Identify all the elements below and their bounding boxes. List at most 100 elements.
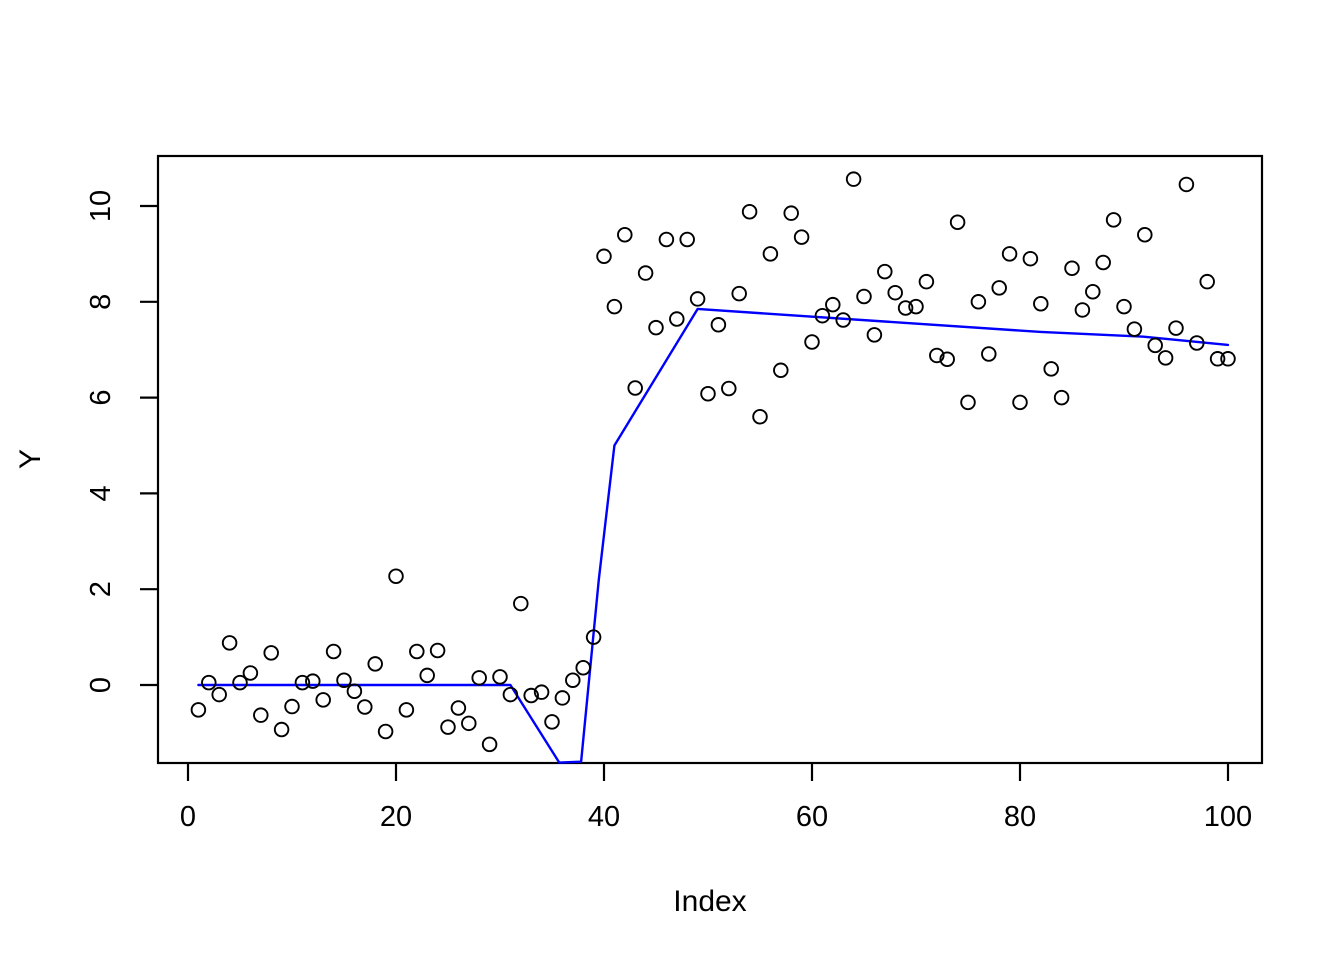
- x-tick-label: 80: [1004, 801, 1036, 833]
- data-point: [1074, 302, 1091, 318]
- data-point: [804, 334, 820, 350]
- data-point: [991, 280, 1007, 296]
- data-point: [1157, 350, 1174, 366]
- data-point: [596, 248, 612, 265]
- data-point: [1105, 212, 1122, 228]
- y-tick-label: 0: [85, 677, 117, 693]
- data-point: [783, 205, 799, 221]
- x-tick-label: 0: [180, 801, 196, 833]
- data-point: [1137, 226, 1153, 243]
- data-point: [1033, 295, 1049, 312]
- data-point: [1178, 176, 1195, 193]
- data-point: [357, 699, 373, 715]
- data-point: [887, 284, 903, 301]
- data-point: [1001, 246, 1018, 262]
- data-point: [1189, 335, 1205, 351]
- data-point: [1147, 337, 1163, 354]
- data-point: [679, 231, 695, 248]
- data-point: [253, 707, 269, 723]
- data-point: [825, 296, 841, 313]
- data-point: [325, 643, 342, 660]
- data-point: [242, 665, 259, 681]
- data-point: [637, 265, 654, 281]
- data-point: [544, 714, 560, 730]
- data-point: [294, 674, 311, 691]
- data-point: [533, 684, 550, 700]
- data-point: [606, 298, 623, 315]
- data-point: [440, 719, 456, 735]
- x-tick-label: 60: [796, 801, 828, 833]
- x-axis: 0 20 40 60 80 100: [180, 763, 1252, 833]
- data-point: [845, 171, 862, 187]
- data-point: [710, 317, 727, 333]
- y-tick-label: 6: [85, 390, 117, 406]
- data-point: [1064, 260, 1080, 277]
- data-point: [273, 721, 290, 738]
- data-point: [648, 319, 664, 336]
- data-point: [336, 672, 352, 688]
- data-point: [398, 702, 415, 718]
- data-point: [1199, 273, 1215, 290]
- data-point: [284, 698, 300, 715]
- data-point: [689, 291, 706, 307]
- data-point: [908, 298, 924, 315]
- data-point: [960, 394, 976, 411]
- data-point: [918, 273, 935, 290]
- data-point: [232, 674, 248, 691]
- data-point: [773, 362, 789, 379]
- data-point: [523, 687, 539, 704]
- data-point: [752, 409, 768, 425]
- data-point: [471, 670, 487, 686]
- data-point: [1053, 389, 1070, 406]
- data-point: [221, 635, 238, 651]
- data-point: [554, 690, 571, 706]
- data-point: [513, 595, 529, 612]
- data-point: [367, 656, 383, 672]
- data-point: [429, 642, 446, 659]
- data-point: [1168, 320, 1184, 336]
- data-point: [866, 327, 883, 343]
- data-point: [700, 386, 716, 402]
- data-point: [305, 673, 321, 689]
- data-point: [263, 645, 279, 661]
- data-point: [731, 285, 747, 302]
- data-point: [450, 700, 467, 716]
- data-point: [929, 347, 945, 364]
- data-point: [835, 312, 851, 328]
- data-point: [741, 203, 758, 220]
- data-point: [721, 380, 737, 397]
- y-axis: 0 2 4 6 8 10: [85, 190, 158, 693]
- y-tick-label: 8: [85, 294, 117, 310]
- data-point: [1085, 283, 1101, 300]
- data-point: [1095, 254, 1111, 271]
- data-point: [762, 246, 779, 262]
- x-tick-label: 100: [1204, 801, 1252, 833]
- y-tick-label: 10: [85, 190, 117, 222]
- data-point: [877, 263, 893, 280]
- data-point: [814, 307, 831, 324]
- data-point: [481, 736, 498, 753]
- data-point: [658, 231, 675, 248]
- scatter-points: [190, 171, 1236, 753]
- data-point: [409, 643, 425, 660]
- data-point: [492, 669, 508, 685]
- data-point: [793, 229, 810, 245]
- data-point: [1220, 351, 1236, 367]
- data-point: [585, 629, 602, 645]
- data-point: [856, 288, 872, 305]
- data-point: [970, 294, 987, 310]
- data-point: [419, 667, 435, 684]
- data-point: [575, 660, 591, 676]
- data-point: [315, 692, 331, 708]
- data-point: [1126, 321, 1143, 337]
- data-point: [981, 346, 997, 362]
- data-point: [1209, 351, 1226, 367]
- fit-line-path: [197, 307, 1230, 764]
- data-point: [1012, 394, 1028, 411]
- x-tick-label: 20: [380, 801, 412, 833]
- data-point: [617, 226, 633, 243]
- data-point: [211, 686, 227, 703]
- plot-border-box: [156, 154, 1264, 765]
